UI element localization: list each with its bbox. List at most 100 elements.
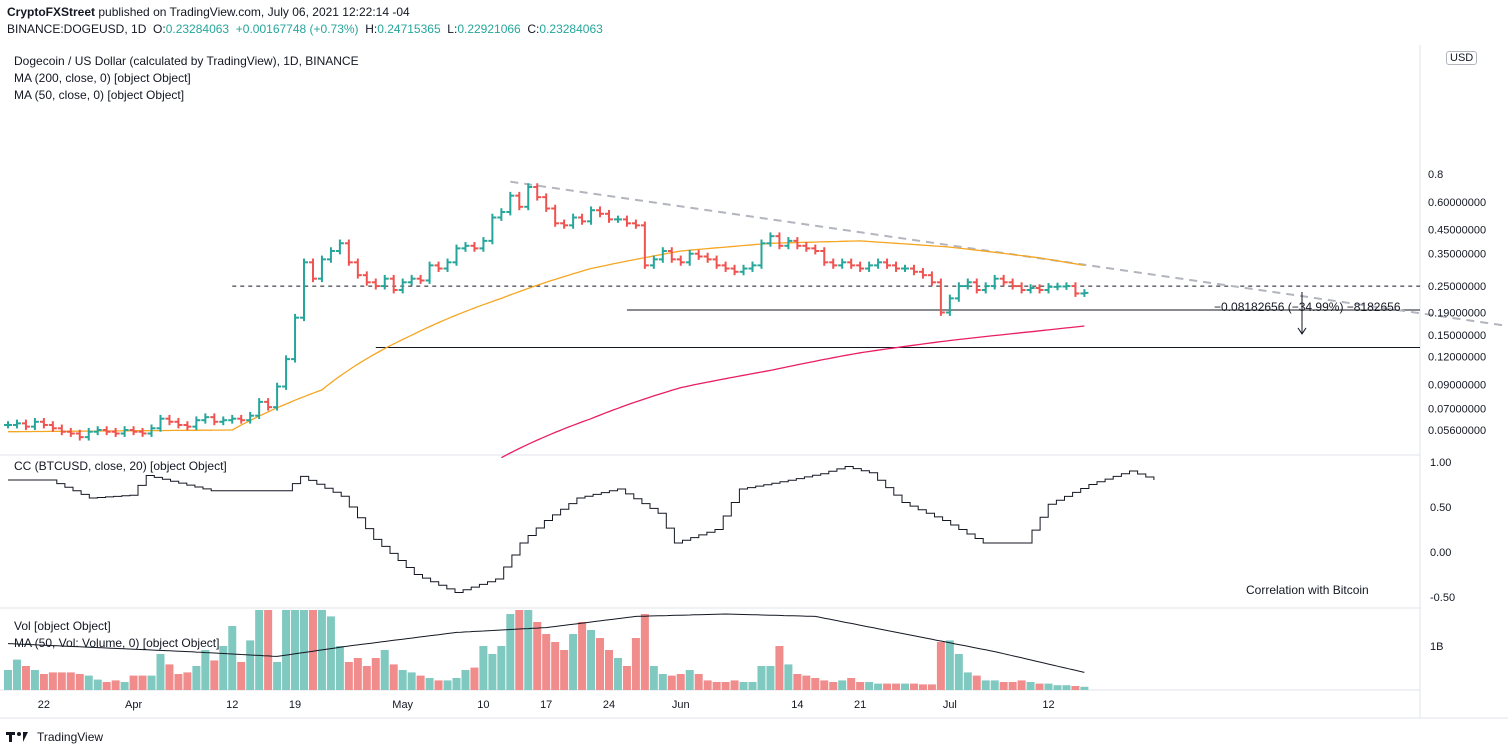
volume-bar — [380, 650, 389, 690]
volume-legend[interactable]: Vol [object Object] — [14, 619, 111, 633]
volume-bar — [488, 654, 497, 690]
volume-bar — [228, 626, 237, 690]
ohlc-bar — [416, 274, 425, 284]
ohlc-bar — [66, 427, 75, 437]
volume-bar — [389, 664, 398, 690]
ohlc-bar — [981, 282, 990, 294]
time-tick-label: 14 — [791, 699, 803, 711]
ohlc-bar — [936, 278, 945, 316]
ohlc-bar — [569, 213, 578, 229]
instrument-title[interactable]: Dogecoin / US Dollar (calculated by Trad… — [14, 54, 359, 68]
ohlc-bar — [30, 417, 39, 431]
ohlc-bar — [291, 313, 300, 363]
ohlc-bar — [739, 264, 748, 276]
volume-bar — [479, 646, 488, 690]
ohlc-bar — [228, 414, 237, 424]
price-tick-label: 0.60000000 — [1428, 197, 1486, 209]
ma50-legend[interactable]: MA (50, close, 0) [object Object] — [14, 88, 185, 102]
volume-bar — [416, 675, 425, 690]
volume-bar — [1026, 682, 1035, 690]
ohlc-bar — [551, 204, 560, 227]
volume-bar — [667, 675, 676, 690]
footer-brand[interactable]: TradingView — [37, 730, 104, 744]
ohlc-bar — [219, 416, 228, 426]
volume-bar — [273, 662, 282, 690]
volume-bar — [1080, 686, 1089, 690]
volume-bar — [613, 658, 622, 690]
correlation-line — [8, 466, 1155, 593]
ohlc-bar — [147, 424, 156, 437]
price-tick-label: 0.07000000 — [1428, 404, 1486, 416]
volume-bar — [407, 672, 416, 690]
ohlc-bar — [380, 274, 389, 290]
volume-bar — [1035, 683, 1044, 690]
ohlc-bar — [883, 258, 892, 269]
volume-bar — [237, 662, 246, 690]
volume-bar — [829, 682, 838, 690]
volume-bar — [308, 610, 317, 690]
ohlc-bar — [192, 416, 201, 431]
volume-bar — [165, 664, 174, 690]
ohlc-bar — [927, 271, 936, 286]
tradingview-logo-icon — [6, 732, 28, 742]
volume-bar — [569, 634, 578, 690]
ohlc-bar — [856, 261, 865, 272]
volume-bar — [981, 680, 990, 690]
volume-ma-legend[interactable]: MA (50, Vol: Volume, 0) [object Object] — [14, 636, 220, 650]
volume-bar — [156, 654, 165, 690]
volume-bar — [452, 678, 461, 690]
ohlc-bar — [901, 264, 909, 272]
cc-legend[interactable]: CC (BTCUSD, close, 20) [object Object] — [14, 459, 227, 473]
time-tick-label: 19 — [289, 699, 301, 711]
ohlc-bar — [273, 382, 282, 411]
volume-bar — [497, 646, 506, 690]
volume-bar — [201, 650, 210, 690]
volume-bar — [892, 683, 901, 690]
ohlc-bar — [443, 258, 452, 272]
time-tick-label: 17 — [540, 699, 552, 711]
ohlc-bar — [631, 219, 640, 229]
ma200-legend[interactable]: MA (200, close, 0) [object Object] — [14, 71, 191, 85]
ohlc-bar — [721, 261, 730, 272]
time-tick-label: 24 — [603, 699, 615, 711]
volume-bar — [1071, 686, 1080, 690]
ohlc-bar — [201, 413, 210, 424]
volume-bar — [461, 670, 470, 690]
currency-badge[interactable]: USD — [1446, 51, 1478, 65]
ohlc-bar — [75, 429, 84, 441]
volume-bar — [102, 682, 111, 690]
ohlc-bar — [640, 221, 649, 269]
volume-bar — [721, 682, 730, 690]
ohlc-bar — [326, 247, 335, 263]
ohlc-bar — [470, 242, 479, 252]
volume-bar — [1017, 680, 1026, 690]
price-bars-layer — [4, 183, 1089, 441]
ohlc-bar — [649, 255, 658, 269]
ohlc-bar — [308, 258, 317, 283]
volume-bar — [66, 672, 75, 690]
volume-bar — [972, 675, 981, 690]
price-tick-label: 0.19000000 — [1428, 307, 1486, 319]
volume-bar — [622, 666, 631, 690]
volume-bar — [757, 666, 766, 690]
volume-bar — [748, 682, 757, 690]
volume-bar — [515, 610, 524, 690]
ohlc-bar — [57, 424, 66, 436]
published-text: published on TradingView.com, July 06, 2… — [98, 5, 410, 19]
volume-bar — [111, 680, 120, 690]
ohlc-bar — [802, 242, 811, 252]
symbol-label: BINANCE:DOGEUSD, 1D — [7, 22, 147, 36]
volume-bar — [4, 670, 12, 690]
volume-bar — [12, 659, 21, 690]
price-tick-label: 0.45000000 — [1428, 225, 1486, 237]
ohlc-bar — [1008, 278, 1017, 290]
time-tick-label: 21 — [854, 699, 866, 711]
ohlc-bar — [1017, 282, 1026, 294]
publisher-name[interactable]: CryptoFXStreet — [7, 5, 96, 19]
volume-bar — [703, 680, 712, 690]
ohlc-bar — [963, 278, 972, 290]
ohlc-bar — [1035, 284, 1044, 294]
ohlc-bar — [999, 274, 1008, 286]
ohlc-bar — [533, 183, 542, 201]
volume-bar — [1008, 682, 1017, 690]
